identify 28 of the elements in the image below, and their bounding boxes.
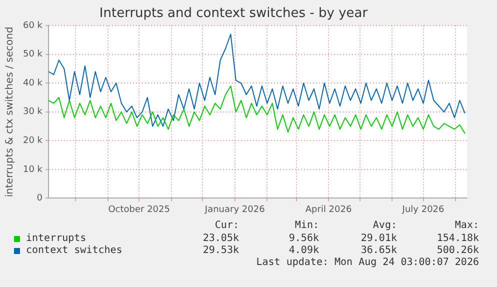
text: Cur: xyxy=(214,220,239,231)
text: 29.53k xyxy=(202,245,239,256)
y-tick-label: 30 k xyxy=(22,107,44,118)
y-tick-label: 60 k xyxy=(22,20,44,31)
y-tick-label: 50 k xyxy=(22,50,44,60)
y-tick-label: 20 k xyxy=(22,136,44,146)
x-tick-label: January 2026 xyxy=(204,204,266,215)
x-tick-label: October 2025 xyxy=(108,204,170,215)
text: 29.01k xyxy=(360,233,397,244)
y-tick-label: 40 k xyxy=(22,78,44,88)
y-tick-label: 0 xyxy=(36,194,43,204)
x-tick-label: July 2026 xyxy=(401,204,445,215)
text: 23.05k xyxy=(202,233,239,244)
text: Avg: xyxy=(372,220,397,231)
x-tick-label: April 2026 xyxy=(305,204,352,215)
legend-label: context switches xyxy=(25,245,122,256)
legend-label: interrupts xyxy=(25,233,86,244)
text: Max: xyxy=(454,220,479,231)
text: 36.65k xyxy=(360,245,397,256)
text: 4.09k xyxy=(288,245,319,256)
y-tick-label: 10 k xyxy=(22,164,44,175)
text: Min: xyxy=(294,220,319,231)
text: 500.26k xyxy=(436,245,479,256)
text: 154.18k xyxy=(436,233,479,244)
text: Last update: Mon Aug 24 03:00:07 2026 xyxy=(256,257,479,268)
y-axis-title: interrupts & ctx switches / second xyxy=(4,26,16,198)
chart-title: Interrupts and context switches - by year xyxy=(99,6,368,22)
text: 9.56k xyxy=(288,233,319,244)
